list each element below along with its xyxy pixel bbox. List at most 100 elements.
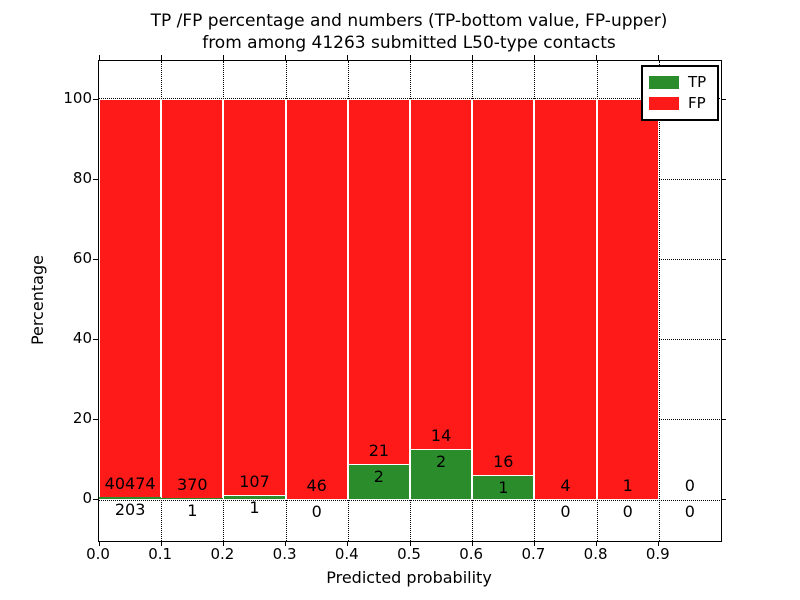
y-tick-right [721, 178, 726, 180]
fp-bar-bin-1 [161, 99, 224, 498]
x-tick-top [471, 55, 473, 60]
tp-count-label-bin-4: 2 [373, 467, 384, 487]
x-tick-bottom [409, 541, 411, 546]
fp-bar-bin-8 [596, 99, 659, 499]
x-tick-bottom [658, 541, 660, 546]
fp-count-label-bin-5: 14 [430, 426, 452, 445]
gridline-y-100 [99, 98, 720, 99]
tp-count-label-bin-5: 2 [436, 452, 447, 471]
y-tick-label-100: 100 [63, 89, 92, 107]
fp-count-label-bin-1: 370 [177, 474, 208, 494]
fp-count-label-bin-7: 4 [560, 476, 571, 495]
y-tick-label-20: 20 [72, 409, 92, 427]
x-tick-label-0.8: 0.8 [583, 545, 608, 563]
tp-count-label-bin-9: 0 [684, 502, 695, 521]
x-tick-label-0.9: 0.9 [645, 545, 670, 563]
x-tick-top [533, 55, 535, 60]
y-tick-left [93, 418, 98, 420]
gridline-y-0 [99, 500, 720, 501]
x-tick-label-0.2: 0.2 [210, 545, 235, 563]
x-tick-label-0.5: 0.5 [397, 545, 421, 563]
ticks-layer [93, 55, 726, 546]
x-tick-label-0.4: 0.4 [334, 545, 359, 563]
x-tick-bottom [285, 541, 287, 546]
fp-count-label-bin-9: 0 [684, 476, 695, 495]
x-tick-top [98, 55, 100, 60]
tp-bar-bin-0 [99, 497, 162, 499]
x-tick-top [596, 55, 598, 60]
x-tick-label-0.6: 0.6 [459, 545, 484, 563]
legend-row-fp: FP [649, 93, 711, 114]
fp-bar-bin-4 [347, 99, 410, 465]
tp-count-label-bin-2: 1 [249, 498, 260, 518]
tp-bar-bin-5 [410, 449, 473, 499]
tp-bar-bin-1 [161, 497, 224, 499]
tp-count-label-bin-1: 1 [187, 500, 198, 520]
y-tick-right [721, 498, 726, 500]
y-tick-left [93, 338, 98, 340]
fp-bar-bin-7 [534, 99, 597, 499]
x-tick-bottom [222, 541, 224, 546]
x-tick-bottom [533, 541, 535, 546]
fp-bar-bin-0 [99, 99, 162, 497]
y-tick-label-60: 60 [72, 249, 92, 267]
chart-title-line1: TP /FP percentage and numbers (TP-bottom… [150, 11, 668, 31]
x-tick-label-0.1: 0.1 [148, 545, 173, 563]
tp-count-label-bin-0: 203 [114, 500, 146, 519]
x-axis-label: Predicted probability [326, 568, 492, 587]
fp-count-label-bin-6: 16 [493, 452, 514, 472]
y-tick-right [721, 418, 726, 420]
fp-bar-bin-2 [223, 99, 286, 496]
y-tick-left [93, 98, 98, 100]
x-tick-label-0.0: 0.0 [86, 545, 110, 563]
count-labels-layer: 40474 203 370 1 107 1 46 0 21 2 14 2 16 1 4 0 1 0 0 0 [99, 61, 721, 541]
fp-count-label-bin-8: 1 [622, 476, 633, 495]
fp-count-label-bin-2: 107 [239, 472, 270, 492]
legend: TP FP [641, 65, 719, 121]
x-tick-bottom [98, 541, 100, 546]
chart-title-line2: from among 41263 submitted L50-type cont… [202, 33, 616, 53]
tp-bar-bin-4 [347, 464, 410, 499]
y-tick-left [93, 178, 98, 180]
y-tick-right [721, 258, 726, 260]
fp-legend-label: FP [688, 94, 706, 112]
y-tick-label-40: 40 [72, 329, 92, 347]
y-tick-right [721, 338, 726, 340]
x-tick-label-0.7: 0.7 [521, 545, 546, 563]
x-tick-top [222, 55, 224, 60]
gridline-x-0.9 [658, 61, 660, 541]
y-tick-left [93, 258, 98, 260]
x-tick-label-0.3: 0.3 [272, 545, 297, 563]
y-tick-label-0: 0 [82, 489, 92, 507]
y-tick-label-80: 80 [72, 169, 92, 187]
chart-title: TP /FP percentage and numbers (TP-bottom… [98, 10, 720, 54]
x-tick-top [658, 55, 660, 60]
x-tick-top [409, 55, 411, 60]
fp-count-label-bin-4: 21 [368, 441, 390, 461]
x-tick-bottom [347, 541, 349, 546]
y-axis-label: Percentage [28, 255, 47, 346]
tp-count-label-bin-6: 1 [498, 478, 509, 498]
fp-count-label-bin-0: 40474 [104, 474, 156, 493]
y-tick-left [93, 498, 98, 500]
fp-legend-swatch [649, 97, 679, 110]
fp-bar-bin-5 [410, 99, 473, 449]
y-tick-right [721, 98, 726, 100]
fp-count-label-bin-3: 46 [306, 476, 327, 495]
tp-bar-bin-6 [472, 475, 535, 499]
tp-legend-label: TP [688, 73, 707, 91]
x-tick-top [160, 55, 162, 60]
x-tick-bottom [596, 541, 598, 546]
tp-legend-swatch [649, 76, 679, 89]
x-tick-bottom [160, 541, 162, 546]
x-tick-bottom [471, 541, 473, 546]
legend-row-tp: TP [649, 72, 711, 93]
x-tick-top [347, 55, 349, 60]
bars-layer [99, 61, 721, 541]
tp-count-label-bin-8: 0 [622, 502, 633, 521]
x-tick-top [285, 55, 287, 60]
tp-count-label-bin-7: 0 [560, 502, 571, 521]
tp-count-label-bin-3: 0 [311, 502, 322, 521]
plot-area: 40474 203 370 1 107 1 46 0 21 2 14 2 16 1 4 0 1 0 0 0 TP FP [93, 55, 726, 546]
